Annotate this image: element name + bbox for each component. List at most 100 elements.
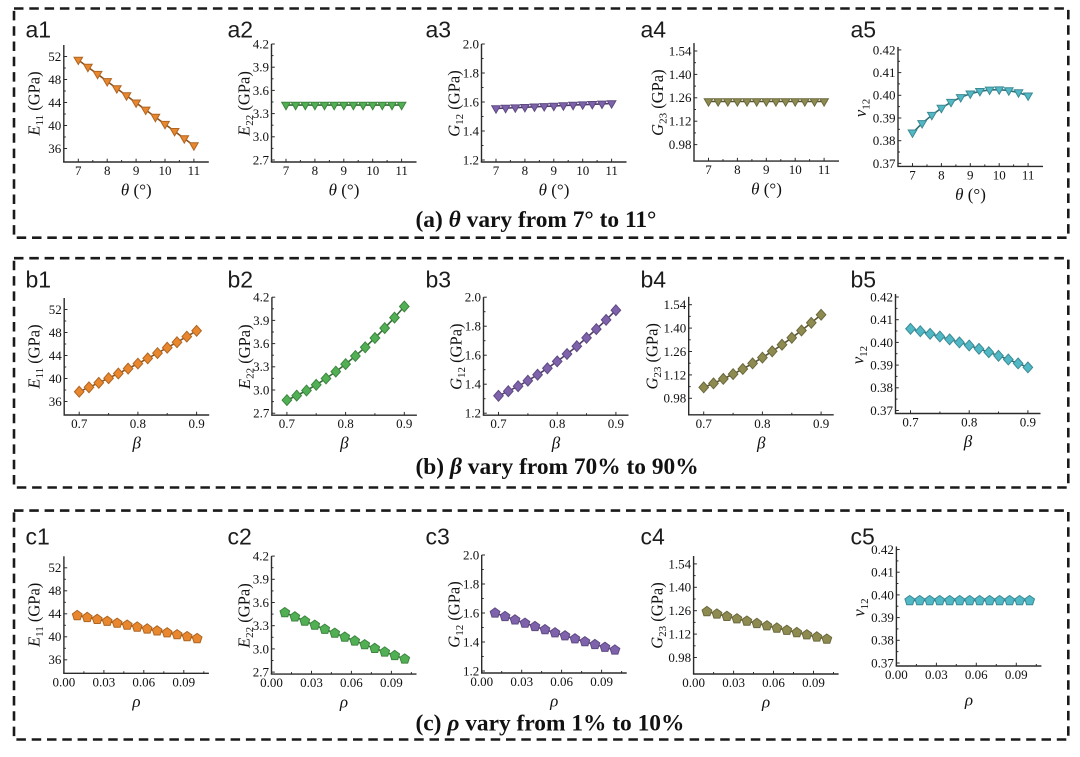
svg-text:G23 (GPa): G23 (GPa) bbox=[643, 323, 665, 389]
svg-text:θ (°): θ (°) bbox=[539, 181, 570, 200]
svg-text:1.8: 1.8 bbox=[463, 576, 479, 591]
svg-text:0.7: 0.7 bbox=[71, 416, 88, 431]
svg-text:9: 9 bbox=[763, 162, 770, 177]
svg-text:β: β bbox=[756, 433, 766, 452]
svg-text:0.40: 0.40 bbox=[873, 88, 896, 103]
svg-text:0.7: 0.7 bbox=[490, 416, 507, 431]
svg-text:7: 7 bbox=[283, 163, 290, 178]
svg-text:0.39: 0.39 bbox=[870, 358, 893, 373]
svg-text:c1: c1 bbox=[26, 524, 50, 550]
svg-text:b5: b5 bbox=[851, 267, 877, 293]
svg-text:2.7: 2.7 bbox=[253, 152, 270, 167]
svg-text:G23 (GPa): G23 (GPa) bbox=[648, 582, 670, 648]
svg-text:44: 44 bbox=[49, 348, 63, 363]
svg-text:a2: a2 bbox=[228, 17, 254, 43]
svg-text:ν12: ν12 bbox=[849, 598, 871, 616]
svg-text:θ (°): θ (°) bbox=[329, 181, 360, 200]
svg-text:0.03: 0.03 bbox=[300, 675, 323, 690]
svg-text:ν12: ν12 bbox=[851, 99, 873, 117]
svg-text:3.3: 3.3 bbox=[253, 618, 269, 633]
svg-text:0.03: 0.03 bbox=[93, 674, 116, 689]
svg-text:10: 10 bbox=[576, 163, 589, 178]
svg-text:1.12: 1.12 bbox=[668, 627, 691, 642]
svg-text:E22 (GPa): E22 (GPa) bbox=[235, 71, 257, 137]
svg-text:2.0: 2.0 bbox=[463, 36, 479, 51]
svg-text:1.40: 1.40 bbox=[668, 580, 691, 595]
svg-text:0.09: 0.09 bbox=[380, 675, 403, 690]
svg-text:10: 10 bbox=[159, 163, 172, 178]
svg-text:0.03: 0.03 bbox=[722, 675, 745, 690]
svg-text:ν12: ν12 bbox=[849, 346, 871, 364]
svg-text:9: 9 bbox=[133, 163, 140, 178]
svg-text:c5: c5 bbox=[851, 524, 875, 550]
svg-text:0.8: 0.8 bbox=[754, 416, 770, 431]
svg-text:1.2: 1.2 bbox=[465, 406, 481, 421]
svg-text:36: 36 bbox=[49, 394, 63, 409]
svg-text:3.0: 3.0 bbox=[253, 641, 269, 656]
svg-text:(c) ρ vary from 1% to 10%: (c) ρ vary from 1% to 10% bbox=[416, 711, 685, 737]
svg-text:9: 9 bbox=[551, 163, 558, 178]
svg-text:0.98: 0.98 bbox=[669, 137, 692, 152]
svg-text:0.8: 0.8 bbox=[961, 415, 977, 430]
svg-text:10: 10 bbox=[366, 163, 379, 178]
svg-text:0.39: 0.39 bbox=[873, 110, 896, 125]
svg-text:1.12: 1.12 bbox=[669, 114, 692, 129]
svg-text:7: 7 bbox=[493, 163, 500, 178]
svg-text:0.09: 0.09 bbox=[802, 675, 825, 690]
svg-text:48: 48 bbox=[48, 583, 61, 598]
svg-text:b3: b3 bbox=[426, 267, 452, 293]
svg-text:0.98: 0.98 bbox=[663, 391, 686, 406]
svg-text:40: 40 bbox=[48, 118, 61, 133]
svg-text:8: 8 bbox=[522, 163, 529, 178]
svg-text:0.7: 0.7 bbox=[696, 416, 713, 431]
svg-text:θ (°): θ (°) bbox=[955, 185, 986, 204]
svg-text:0.06: 0.06 bbox=[132, 674, 155, 689]
svg-text:1.8: 1.8 bbox=[465, 319, 481, 334]
svg-text:2.7: 2.7 bbox=[253, 406, 270, 421]
svg-text:a4: a4 bbox=[641, 17, 667, 43]
svg-text:8: 8 bbox=[938, 167, 945, 182]
svg-text:1.8: 1.8 bbox=[463, 65, 479, 80]
svg-text:0.09: 0.09 bbox=[590, 674, 613, 689]
svg-text:2.0: 2.0 bbox=[465, 290, 481, 305]
svg-text:G12 (GPa): G12 (GPa) bbox=[447, 323, 469, 389]
svg-text:b2: b2 bbox=[228, 267, 254, 293]
svg-text:E22 (GPa): E22 (GPa) bbox=[235, 324, 257, 390]
svg-text:8: 8 bbox=[734, 162, 741, 177]
svg-text:c3: c3 bbox=[426, 524, 450, 550]
svg-text:4.2: 4.2 bbox=[253, 549, 269, 564]
svg-text:1.6: 1.6 bbox=[463, 94, 480, 109]
svg-text:0.42: 0.42 bbox=[870, 289, 893, 304]
svg-text:1.54: 1.54 bbox=[668, 556, 691, 571]
svg-text:44: 44 bbox=[48, 95, 62, 110]
svg-text:1.12: 1.12 bbox=[663, 367, 686, 382]
svg-text:0.00: 0.00 bbox=[470, 674, 493, 689]
svg-text:ρ: ρ bbox=[964, 691, 973, 710]
svg-text:0.00: 0.00 bbox=[260, 675, 283, 690]
svg-text:a5: a5 bbox=[851, 17, 877, 43]
svg-text:1.6: 1.6 bbox=[465, 348, 482, 363]
svg-text:0.9: 0.9 bbox=[396, 416, 412, 431]
svg-text:a3: a3 bbox=[426, 17, 452, 43]
svg-text:0.9: 0.9 bbox=[188, 416, 204, 431]
svg-text:0.41: 0.41 bbox=[873, 65, 896, 80]
svg-text:c2: c2 bbox=[228, 524, 252, 550]
svg-text:1.4: 1.4 bbox=[463, 123, 480, 138]
svg-text:3.3: 3.3 bbox=[253, 359, 269, 374]
svg-text:52: 52 bbox=[48, 49, 61, 64]
svg-text:0.38: 0.38 bbox=[873, 133, 896, 148]
svg-text:11: 11 bbox=[188, 163, 201, 178]
svg-text:9: 9 bbox=[967, 167, 974, 182]
svg-text:ρ: ρ bbox=[131, 692, 140, 711]
svg-text:E11 (GPa): E11 (GPa) bbox=[24, 583, 46, 648]
svg-text:0.38: 0.38 bbox=[871, 633, 894, 648]
svg-text:0.41: 0.41 bbox=[870, 312, 893, 327]
svg-text:11: 11 bbox=[395, 163, 408, 178]
svg-text:1.6: 1.6 bbox=[463, 605, 480, 620]
svg-text:4.2: 4.2 bbox=[253, 36, 269, 51]
svg-text:1.40: 1.40 bbox=[663, 321, 686, 336]
svg-text:48: 48 bbox=[48, 72, 61, 87]
svg-text:1.2: 1.2 bbox=[463, 152, 479, 167]
svg-text:0.42: 0.42 bbox=[873, 42, 896, 57]
svg-text:0.7: 0.7 bbox=[279, 416, 296, 431]
